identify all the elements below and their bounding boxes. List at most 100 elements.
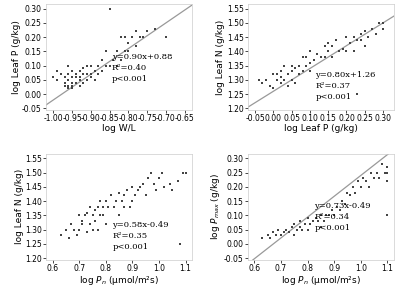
Point (105, 204, 112, 209)
Point (292, 66, 298, 71)
Point (99, 58, 106, 62)
Point (89, 213, 96, 218)
Point (292, 80, 298, 85)
Point (358, 38, 364, 42)
Point (79, 222, 85, 226)
Point (124, 187, 130, 192)
Point (58, 72, 64, 77)
Point (84, 63, 90, 68)
Point (296, 63, 302, 68)
Point (291, 233, 298, 238)
Point (343, 49, 350, 54)
Point (116, 190, 122, 195)
Point (325, 49, 332, 54)
Point (360, 176, 367, 181)
Point (121, 193, 128, 198)
Point (267, 236, 274, 240)
Point (355, 179, 361, 184)
Point (73, 75, 79, 79)
Point (108, 193, 114, 198)
Point (97, 199, 104, 204)
Point (354, 38, 361, 42)
Point (134, 187, 141, 192)
Point (132, 193, 138, 198)
Point (84, 77, 90, 82)
Point (69, 80, 76, 85)
Point (283, 227, 290, 232)
Point (296, 224, 303, 229)
Point (99, 69, 106, 74)
Point (180, 170, 186, 175)
Point (374, 170, 380, 175)
Point (76, 75, 83, 79)
Point (166, 182, 173, 186)
Point (379, 162, 385, 166)
Point (54, 69, 60, 74)
Point (73, 80, 79, 85)
Point (264, 233, 271, 238)
Point (174, 179, 181, 184)
Point (118, 35, 124, 39)
Point (365, 35, 372, 39)
Point (382, 170, 388, 175)
Point (80, 72, 87, 77)
Point (315, 219, 322, 223)
Point (380, 21, 386, 25)
Point (161, 184, 168, 189)
Point (133, 29, 139, 34)
Point (366, 184, 372, 189)
Point (332, 38, 339, 42)
Point (103, 49, 109, 54)
Point (291, 222, 298, 226)
Point (84, 210, 90, 215)
Point (350, 35, 357, 39)
Point (88, 72, 94, 77)
X-axis label: log W/L: log W/L (102, 124, 136, 133)
Point (310, 58, 317, 62)
Point (100, 213, 106, 218)
Point (300, 69, 306, 74)
Point (163, 35, 169, 39)
Point (303, 63, 310, 68)
Point (126, 204, 133, 209)
Point (153, 187, 160, 192)
Point (372, 32, 379, 37)
Point (376, 21, 382, 25)
Point (288, 224, 295, 229)
Point (278, 233, 284, 238)
Point (340, 46, 346, 51)
Point (110, 204, 117, 209)
Point (358, 32, 364, 37)
Point (84, 230, 90, 235)
Point (272, 233, 279, 238)
Point (286, 230, 292, 235)
Point (296, 72, 302, 77)
Point (76, 213, 82, 218)
Point (169, 187, 176, 192)
Point (278, 69, 284, 74)
Point (68, 222, 74, 226)
Point (113, 199, 120, 204)
X-axis label: log $P_n$ (μmol/m²s): log $P_n$ (μmol/m²s) (281, 274, 361, 287)
Point (263, 77, 269, 82)
Point (266, 83, 273, 88)
Point (329, 55, 335, 59)
Point (65, 86, 72, 91)
Point (137, 184, 144, 189)
Point (350, 49, 357, 54)
Point (142, 193, 149, 198)
Point (304, 216, 311, 220)
Point (81, 213, 88, 218)
Point (278, 80, 284, 85)
Point (182, 170, 189, 175)
Point (118, 58, 124, 62)
Point (65, 83, 72, 88)
Point (274, 77, 280, 82)
Point (122, 35, 128, 39)
Point (321, 55, 328, 59)
Point (76, 77, 83, 82)
Point (344, 190, 351, 195)
Point (114, 63, 120, 68)
Point (362, 29, 368, 34)
Point (62, 75, 68, 79)
